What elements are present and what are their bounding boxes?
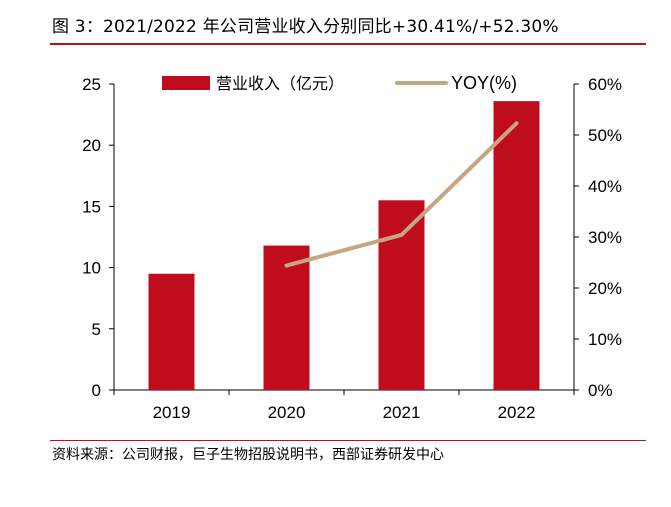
- legend-line-label: YOY(%): [451, 73, 517, 93]
- x-axis-tick-label: 2020: [268, 403, 306, 422]
- right-y-axis: 0% 10% 20% 30% 40% 50% 60%: [573, 75, 622, 400]
- right-axis-tick-label: 50%: [588, 126, 622, 145]
- title-rule: [50, 43, 646, 45]
- chart-title: 图 3：2021/2022 年公司营业收入分别同比+30.41%/+52.30%: [52, 17, 559, 37]
- revenue-bar: [493, 101, 540, 391]
- x-axis-tick-label: 2019: [153, 403, 191, 422]
- left-axis-tick-label: 0: [92, 381, 101, 400]
- source-rule: [50, 440, 646, 441]
- x-axis-tick-label: 2022: [498, 403, 536, 422]
- x-axis-tick-label: 2021: [383, 403, 421, 422]
- right-axis-tick-label: 40%: [588, 177, 622, 196]
- x-axis: 2019 2020 2021 2022: [113, 389, 575, 422]
- right-axis-tick-label: 20%: [588, 279, 622, 298]
- revenue-bar: [263, 245, 310, 390]
- source-note: 资料来源：公司财报，巨子生物招股说明书，西部证券研发中心: [52, 447, 444, 463]
- right-axis-tick-label: 60%: [588, 75, 622, 94]
- left-axis-tick-label: 5: [92, 320, 101, 339]
- line-series: [284, 121, 519, 268]
- right-axis-tick-label: 10%: [588, 330, 622, 349]
- left-axis-tick-label: 15: [82, 197, 101, 216]
- left-axis-tick-label: 25: [82, 75, 101, 94]
- legend-bar-swatch: [162, 76, 210, 90]
- revenue-bar: [378, 200, 425, 390]
- legend: 营业收入（亿元） YOY(%): [162, 73, 517, 93]
- left-axis-tick-label: 10: [82, 259, 101, 278]
- left-axis-tick-label: 20: [82, 136, 101, 155]
- legend-bar-label: 营业收入（亿元）: [216, 74, 344, 93]
- left-y-axis: 0 5 10 15 20 25: [82, 75, 115, 400]
- right-axis-tick-label: 30%: [588, 228, 622, 247]
- bar-series: [148, 101, 540, 391]
- revenue-bar: [148, 273, 195, 390]
- right-axis-tick-label: 0%: [588, 381, 613, 400]
